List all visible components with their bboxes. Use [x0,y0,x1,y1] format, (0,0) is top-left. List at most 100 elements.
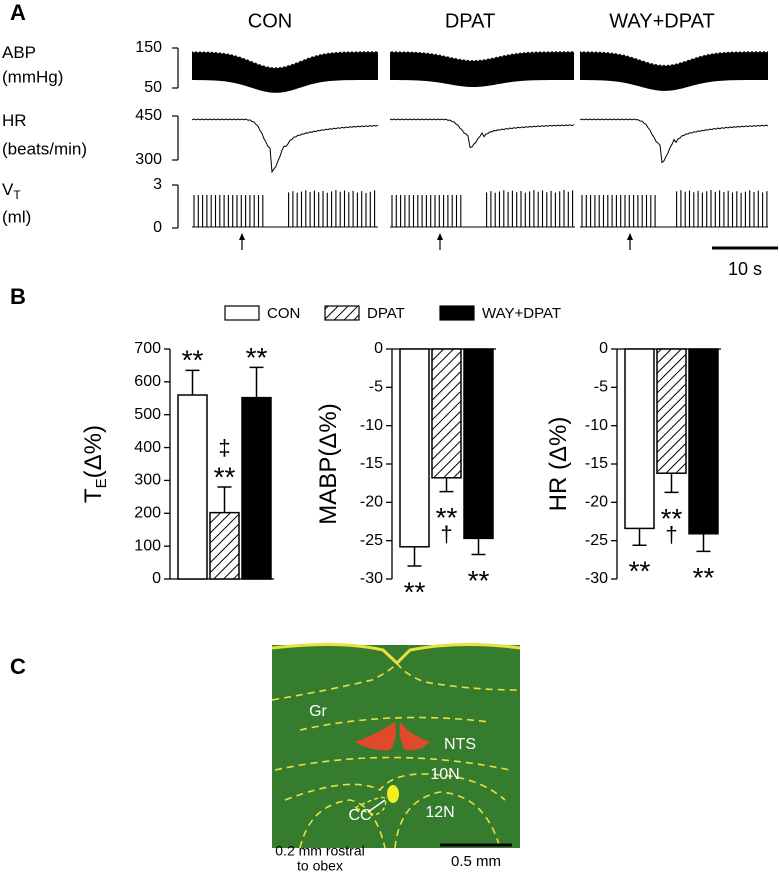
legend-label: DPAT [367,305,405,322]
row-label: HR [2,111,27,130]
scale-bar-label: 10 s [728,259,762,279]
y-axis-label: HR (Δ%) [545,417,572,512]
image-scale-label: 0.5 mm [451,853,501,870]
y-tick-label: 600 [134,373,161,390]
significance-mark: ** [246,342,268,373]
panel-label: B [10,284,26,309]
tick-label: 450 [135,107,162,124]
hr-trace [389,118,575,149]
column-title: CON [248,10,292,32]
error-bar [632,528,647,547]
hr-trace [191,118,379,174]
histology-image [271,642,521,849]
image-caption: 0.2 mm rostral [275,843,364,859]
region-label: NTS [444,736,476,753]
row-label-text: V [2,180,14,199]
y-tick-label: -25 [360,532,383,549]
legend-swatch [224,305,260,321]
y-tick-label: 400 [134,439,161,456]
y-tick-label: -30 [585,570,608,587]
legend-label: WAY+DPAT [482,305,561,322]
tick-label: 300 [135,151,162,168]
significance-mark: ** [404,576,426,607]
stimulus-arrowhead [239,233,245,240]
error-bar [249,366,264,398]
row-unit: (mmHg) [2,67,63,86]
error-bar [407,546,422,567]
stimulus-arrowhead [437,233,443,240]
row-unit: (ml) [2,207,31,226]
column-title: DPAT [445,10,495,32]
y-axis-label-unit: (Δ%) [80,425,107,478]
region-label: Gr [309,703,327,720]
y-axis-label-sub: E [93,478,110,488]
significance-mark: ** [629,556,651,587]
region-label: 10N [430,766,459,783]
panel-label: C [10,654,26,679]
y-tick-label: -25 [585,532,608,549]
column-title: WAY+DPAT [609,10,714,32]
vt-trace [580,190,768,228]
legend-swatch [439,305,475,321]
bar [656,348,687,474]
error-bar [439,477,454,493]
y-axis-label: TE(Δ%) [80,425,110,503]
bar [177,394,208,580]
row-label: VT [2,180,21,202]
abp-trace [390,51,574,88]
stimulus-arrowhead [627,233,633,240]
y-axis-label: MABP(Δ%) [315,403,342,524]
vt-trace [192,190,378,228]
significance-mark: † [665,522,677,547]
image-caption: to obex [297,858,343,874]
y-axis-label-text: T [80,488,107,503]
legend-swatch [324,305,360,321]
bar [624,348,655,530]
significance-mark: ** [182,345,204,376]
row-label-text: ABP [2,43,36,62]
error-bar [217,486,232,513]
y-tick-label: -15 [360,455,383,472]
significance-mark: ** [693,562,715,593]
y-tick-label: 0 [599,340,608,357]
vt-trace [390,190,575,228]
significance-mark: ** [436,502,458,533]
panel-label: A [10,0,26,25]
error-bar [664,473,679,494]
bar [688,348,719,535]
bar [241,396,272,580]
abp-trace [192,51,378,93]
y-tick-label: 700 [134,340,161,357]
region-label: CC [348,807,371,824]
tick-label: 50 [144,79,162,96]
y-tick-label: -10 [585,417,608,434]
y-tick-label: 0 [374,340,383,357]
y-tick-label: 500 [134,406,161,423]
y-tick-label: -30 [360,570,383,587]
bar [431,348,462,479]
significance-mark: ** [468,565,490,596]
tick-label: 150 [135,39,162,56]
significance-mark: ‡ [218,435,230,460]
y-tick-label: 200 [134,505,161,522]
region-label: 12N [425,804,454,821]
y-tick-label: -20 [360,494,383,511]
y-tick-label: -5 [594,379,608,396]
y-axis-label-text: HR (Δ%) [545,417,572,512]
bar [463,348,494,540]
error-bar [471,538,486,556]
bar [399,348,430,548]
significance-mark: ** [661,503,683,534]
legend-label: CON [267,305,300,322]
y-axis-label-text: MABP(Δ%) [315,403,342,524]
abp-trace [580,51,768,91]
y-tick-label: -20 [585,494,608,511]
tick-label: 0 [153,219,162,236]
hr-trace [579,118,769,164]
bar [209,511,240,580]
row-label: ABP [2,43,36,62]
y-tick-label: -10 [360,417,383,434]
row-unit: (beats/min) [2,139,87,158]
y-tick-label: 0 [152,570,161,587]
